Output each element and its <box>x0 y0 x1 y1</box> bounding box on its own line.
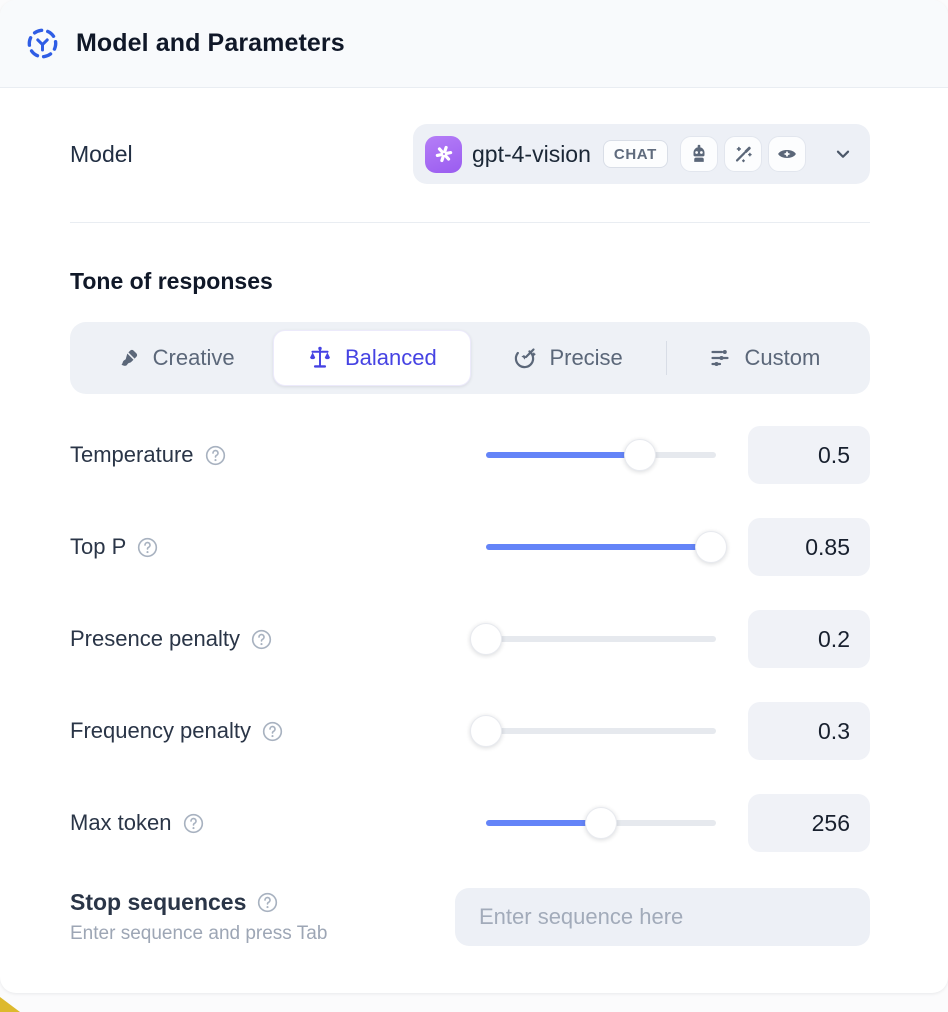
slider-thumb[interactable] <box>470 715 502 747</box>
help-icon[interactable] <box>136 536 159 559</box>
param-label: Top P <box>70 534 127 559</box>
help-icon[interactable] <box>256 891 279 914</box>
temperature-value[interactable]: 0.5 <box>748 426 870 484</box>
param-row-presence-penalty: Presence penalty 0.2 <box>70 610 870 668</box>
param-row-max-token: Max token 256 <box>70 794 870 852</box>
tone-segmented-control: Creative Balanced <box>70 322 870 394</box>
temperature-slider[interactable] <box>486 439 716 471</box>
tone-heading: Tone of responses <box>70 268 273 294</box>
model-name: gpt-4-vision <box>472 140 591 167</box>
yellow-corner-accent <box>0 997 20 1012</box>
target-arrow-icon <box>515 348 536 369</box>
frequency-penalty-slider[interactable] <box>470 715 716 747</box>
tone-option-label: Balanced <box>345 345 437 370</box>
panel-title: Model and Parameters <box>76 29 345 57</box>
panel-body: Model gpt-4-vision CH <box>0 124 948 946</box>
max-token-value[interactable]: 256 <box>748 794 870 852</box>
tone-option-label: Creative <box>152 345 235 370</box>
tone-option-label: Precise <box>549 345 623 370</box>
help-icon[interactable] <box>261 720 284 743</box>
sliders-icon <box>711 350 730 366</box>
param-row-frequency-penalty: Frequency penalty 0.3 <box>70 702 870 760</box>
stop-sequences-label: Stop sequences <box>70 889 247 915</box>
param-row-temperature: Temperature 0.5 <box>70 426 870 484</box>
max-token-slider[interactable] <box>486 807 716 839</box>
param-label: Max token <box>70 810 172 835</box>
balance-scale-icon <box>310 346 330 368</box>
robot-icon <box>679 136 718 172</box>
chat-type-badge: CHAT <box>602 140 668 168</box>
frequency-penalty-value[interactable]: 0.3 <box>748 702 870 760</box>
tone-option-custom[interactable]: Custom <box>667 330 862 386</box>
slider-thumb[interactable] <box>695 531 728 563</box>
model-label: Model <box>70 140 133 167</box>
tone-option-creative[interactable]: Creative <box>78 330 273 386</box>
param-label: Frequency penalty <box>70 718 251 743</box>
section-divider <box>70 222 870 223</box>
presence-penalty-value[interactable]: 0.2 <box>748 610 870 668</box>
stop-sequences-hint: Enter sequence and press Tab <box>70 923 328 944</box>
slider-thumb[interactable] <box>470 623 502 655</box>
tone-option-label: Custom <box>744 345 821 370</box>
model-select[interactable]: gpt-4-vision CHAT <box>413 124 870 184</box>
model-row: Model gpt-4-vision CH <box>70 124 870 184</box>
stop-sequence-input[interactable] <box>455 888 870 946</box>
param-row-top-p: Top P 0.85 <box>70 518 870 576</box>
help-icon[interactable] <box>182 812 205 835</box>
chevron-down-icon[interactable] <box>832 143 854 165</box>
top-p-value[interactable]: 0.85 <box>748 518 870 576</box>
stop-sequences-row: Stop sequences Enter sequence and press … <box>70 888 870 946</box>
magic-wand-icon <box>723 136 762 172</box>
model-hub-icon <box>27 28 58 59</box>
panel-header: Model and Parameters <box>0 0 948 88</box>
openai-logo <box>425 135 462 173</box>
presence-penalty-slider[interactable] <box>470 623 716 655</box>
param-label: Presence penalty <box>70 626 240 651</box>
capability-badges <box>679 136 806 172</box>
tone-option-balanced[interactable]: Balanced <box>273 330 471 386</box>
segment-divider <box>665 341 667 375</box>
slider-thumb[interactable] <box>624 439 657 471</box>
help-icon[interactable] <box>250 628 273 651</box>
paintbrush-icon <box>121 349 137 366</box>
vision-eye-icon <box>767 136 806 172</box>
param-label: Temperature <box>70 442 194 467</box>
tone-option-precise[interactable]: Precise <box>471 330 666 386</box>
slider-thumb[interactable] <box>585 807 617 839</box>
help-icon[interactable] <box>204 444 227 467</box>
top-p-slider[interactable] <box>486 531 728 563</box>
